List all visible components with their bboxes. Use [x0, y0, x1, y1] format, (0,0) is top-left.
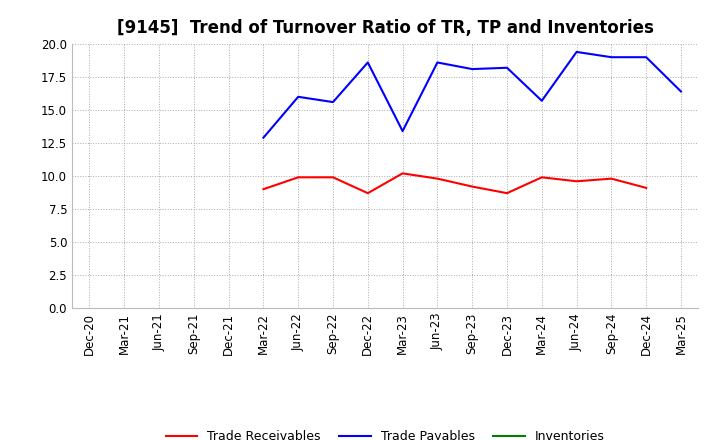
- Trade Payables: [503, 65, 511, 70]
- Trade Receivables: [468, 184, 477, 189]
- Trade Payables: [364, 60, 372, 65]
- Trade Payables: [433, 60, 442, 65]
- Trade Receivables: [642, 185, 651, 191]
- Trade Receivables: [607, 176, 616, 181]
- Trade Receivables: [328, 175, 337, 180]
- Trade Payables: [677, 89, 685, 94]
- Trade Payables: [537, 98, 546, 103]
- Trade Receivables: [294, 175, 302, 180]
- Trade Receivables: [259, 187, 268, 192]
- Trade Receivables: [398, 171, 407, 176]
- Trade Receivables: [433, 176, 442, 181]
- Line: Trade Receivables: Trade Receivables: [264, 173, 647, 193]
- Line: Trade Payables: Trade Payables: [264, 52, 681, 138]
- Trade Payables: [259, 135, 268, 140]
- Trade Receivables: [503, 191, 511, 196]
- Trade Payables: [468, 66, 477, 72]
- Trade Payables: [607, 55, 616, 60]
- Trade Payables: [642, 55, 651, 60]
- Trade Payables: [294, 94, 302, 99]
- Trade Payables: [328, 99, 337, 105]
- Trade Receivables: [572, 179, 581, 184]
- Trade Payables: [572, 49, 581, 55]
- Title: [9145]  Trend of Turnover Ratio of TR, TP and Inventories: [9145] Trend of Turnover Ratio of TR, TP…: [117, 19, 654, 37]
- Trade Receivables: [364, 191, 372, 196]
- Trade Receivables: [537, 175, 546, 180]
- Legend: Trade Receivables, Trade Payables, Inventories: Trade Receivables, Trade Payables, Inven…: [161, 425, 610, 440]
- Trade Payables: [398, 128, 407, 134]
